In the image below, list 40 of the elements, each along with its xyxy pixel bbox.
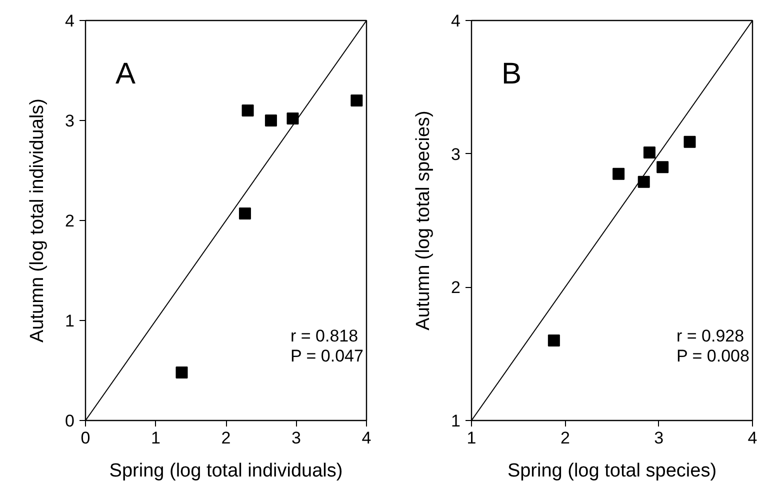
- point: [684, 136, 696, 148]
- y-tick-label: 0: [65, 412, 75, 430]
- y-tick-label: 4: [65, 12, 75, 30]
- x-tick-label: 1: [466, 428, 476, 448]
- point: [548, 334, 560, 346]
- point: [176, 366, 188, 378]
- x-tick-label: 3: [292, 428, 301, 448]
- x-tick-label: 2: [221, 428, 231, 448]
- y-tick-label: 3: [65, 112, 75, 130]
- annotation: P = 0.047: [290, 346, 364, 366]
- point: [643, 146, 656, 158]
- y-tick-label: 1: [65, 312, 75, 330]
- point: [638, 176, 650, 188]
- annotation: B: [502, 58, 522, 90]
- y-tick-label: 2: [65, 212, 75, 230]
- point: [350, 94, 363, 106]
- x-tick-label: 4: [748, 428, 758, 448]
- x-tick-label: 2: [560, 428, 570, 448]
- point: [656, 161, 669, 174]
- y-tick-label: 3: [451, 144, 461, 164]
- y-tick-label: 1: [451, 412, 461, 430]
- y-axis-title: Autumn (log total species): [413, 110, 434, 330]
- point: [242, 104, 254, 116]
- x-axis-title: Spring (log total species): [507, 460, 717, 482]
- point: [238, 208, 251, 220]
- x-tick-label: 0: [80, 428, 90, 448]
- point: [264, 114, 277, 126]
- annotation: r = 0.928: [676, 326, 744, 346]
- y-tick-label: 2: [451, 278, 461, 298]
- annotation: A: [116, 58, 136, 90]
- x-tick-label: 3: [654, 428, 664, 448]
- y-tick-label: 4: [451, 12, 461, 30]
- y-axis-title: Autumn (log total individuals): [27, 98, 48, 342]
- point: [612, 168, 625, 180]
- x-tick-label: 1: [151, 428, 160, 448]
- annotation: r = 0.818: [290, 326, 358, 346]
- x-axis-title: Spring (log total individuals): [109, 460, 343, 482]
- point: [286, 112, 299, 124]
- x-tick-label: 4: [362, 428, 372, 448]
- annotation: P = 0.008: [676, 346, 750, 366]
